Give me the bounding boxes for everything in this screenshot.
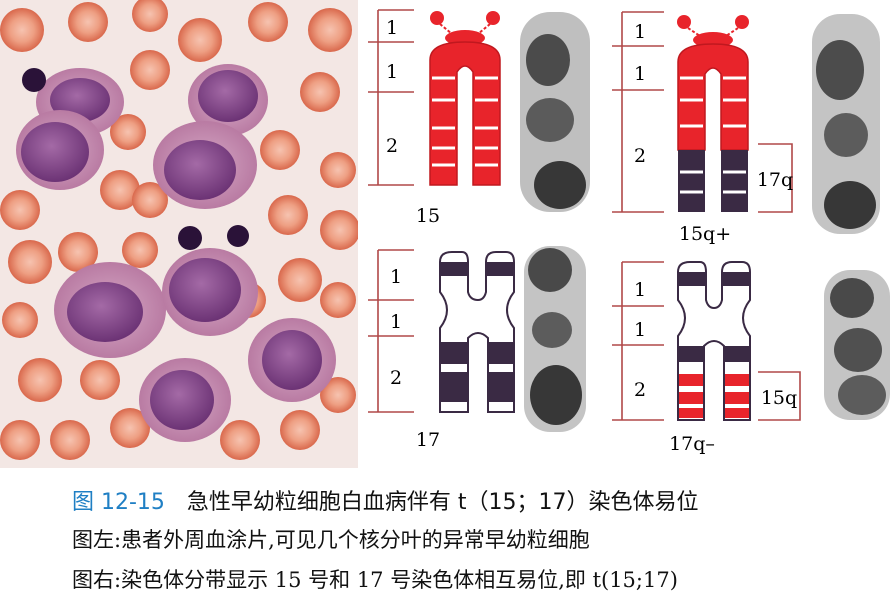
chr15-region-1b: 1	[386, 61, 398, 83]
photo-chr17	[524, 246, 586, 432]
ideogram-chr17: 1 1 2 17	[368, 249, 515, 451]
lymphocytes	[22, 68, 249, 250]
chr17q-label: 17q–	[669, 433, 715, 455]
chr15q-segment-label: 17q	[757, 169, 793, 191]
ideogram-chr17q: 1 1 2 15q 17q–	[612, 261, 801, 455]
caption-right-description: 图右:染色体分带显示 15 号和 17 号染色体相互易位,即 t(15;17)	[72, 568, 678, 592]
figure-area: 1 1 2 15	[0, 0, 890, 468]
chr17q-region-1b: 1	[634, 319, 646, 341]
chr17-region-2: 2	[390, 367, 402, 389]
photo-chr15	[520, 12, 590, 212]
karyotype-panel: 1 1 2 15	[368, 9, 890, 455]
chr17q-segment-label: 15q	[761, 387, 797, 409]
figure-caption: 图 12-15 急性早幼粒细胞白血病伴有 t（15；17）染色体易位 图左:患者外…	[0, 470, 895, 609]
chr17q-region-2: 2	[634, 379, 646, 401]
chr15q-region-1b: 1	[634, 63, 646, 85]
ideogram-chr15: 1 1 2 15	[368, 9, 501, 227]
photo-chr15q	[812, 14, 880, 234]
photo-chr17q	[824, 270, 890, 420]
chr15-region-2: 2	[386, 135, 398, 157]
chr15q-region-2: 2	[634, 145, 646, 167]
chr17-region-1a: 1	[390, 266, 402, 288]
figure-number: 图 12-15	[72, 490, 165, 515]
chr17-region-1b: 1	[390, 311, 402, 333]
blood-smear-image	[0, 0, 358, 468]
figure-title: 急性早幼粒细胞白血病伴有 t（15；17）染色体易位	[186, 490, 699, 515]
chr15-label: 15	[416, 205, 440, 227]
chr15q-label: 15q+	[679, 223, 731, 245]
caption-title-line: 图 12-15 急性早幼粒细胞白血病伴有 t（15；17）染色体易位	[72, 484, 699, 516]
caption-left-description: 图左:患者外周血涂片,可见几个核分叶的异常早幼粒细胞	[72, 528, 590, 552]
promyelocytes	[16, 64, 336, 442]
chr15-region-1a: 1	[386, 17, 398, 39]
red-blood-cells	[0, 0, 358, 460]
chr15q-region-1a: 1	[634, 21, 646, 43]
chr17q-region-1a: 1	[634, 279, 646, 301]
ideogram-chr15q: 1 1 2 17q 15q+	[612, 11, 793, 245]
chr17-label: 17	[416, 429, 440, 451]
